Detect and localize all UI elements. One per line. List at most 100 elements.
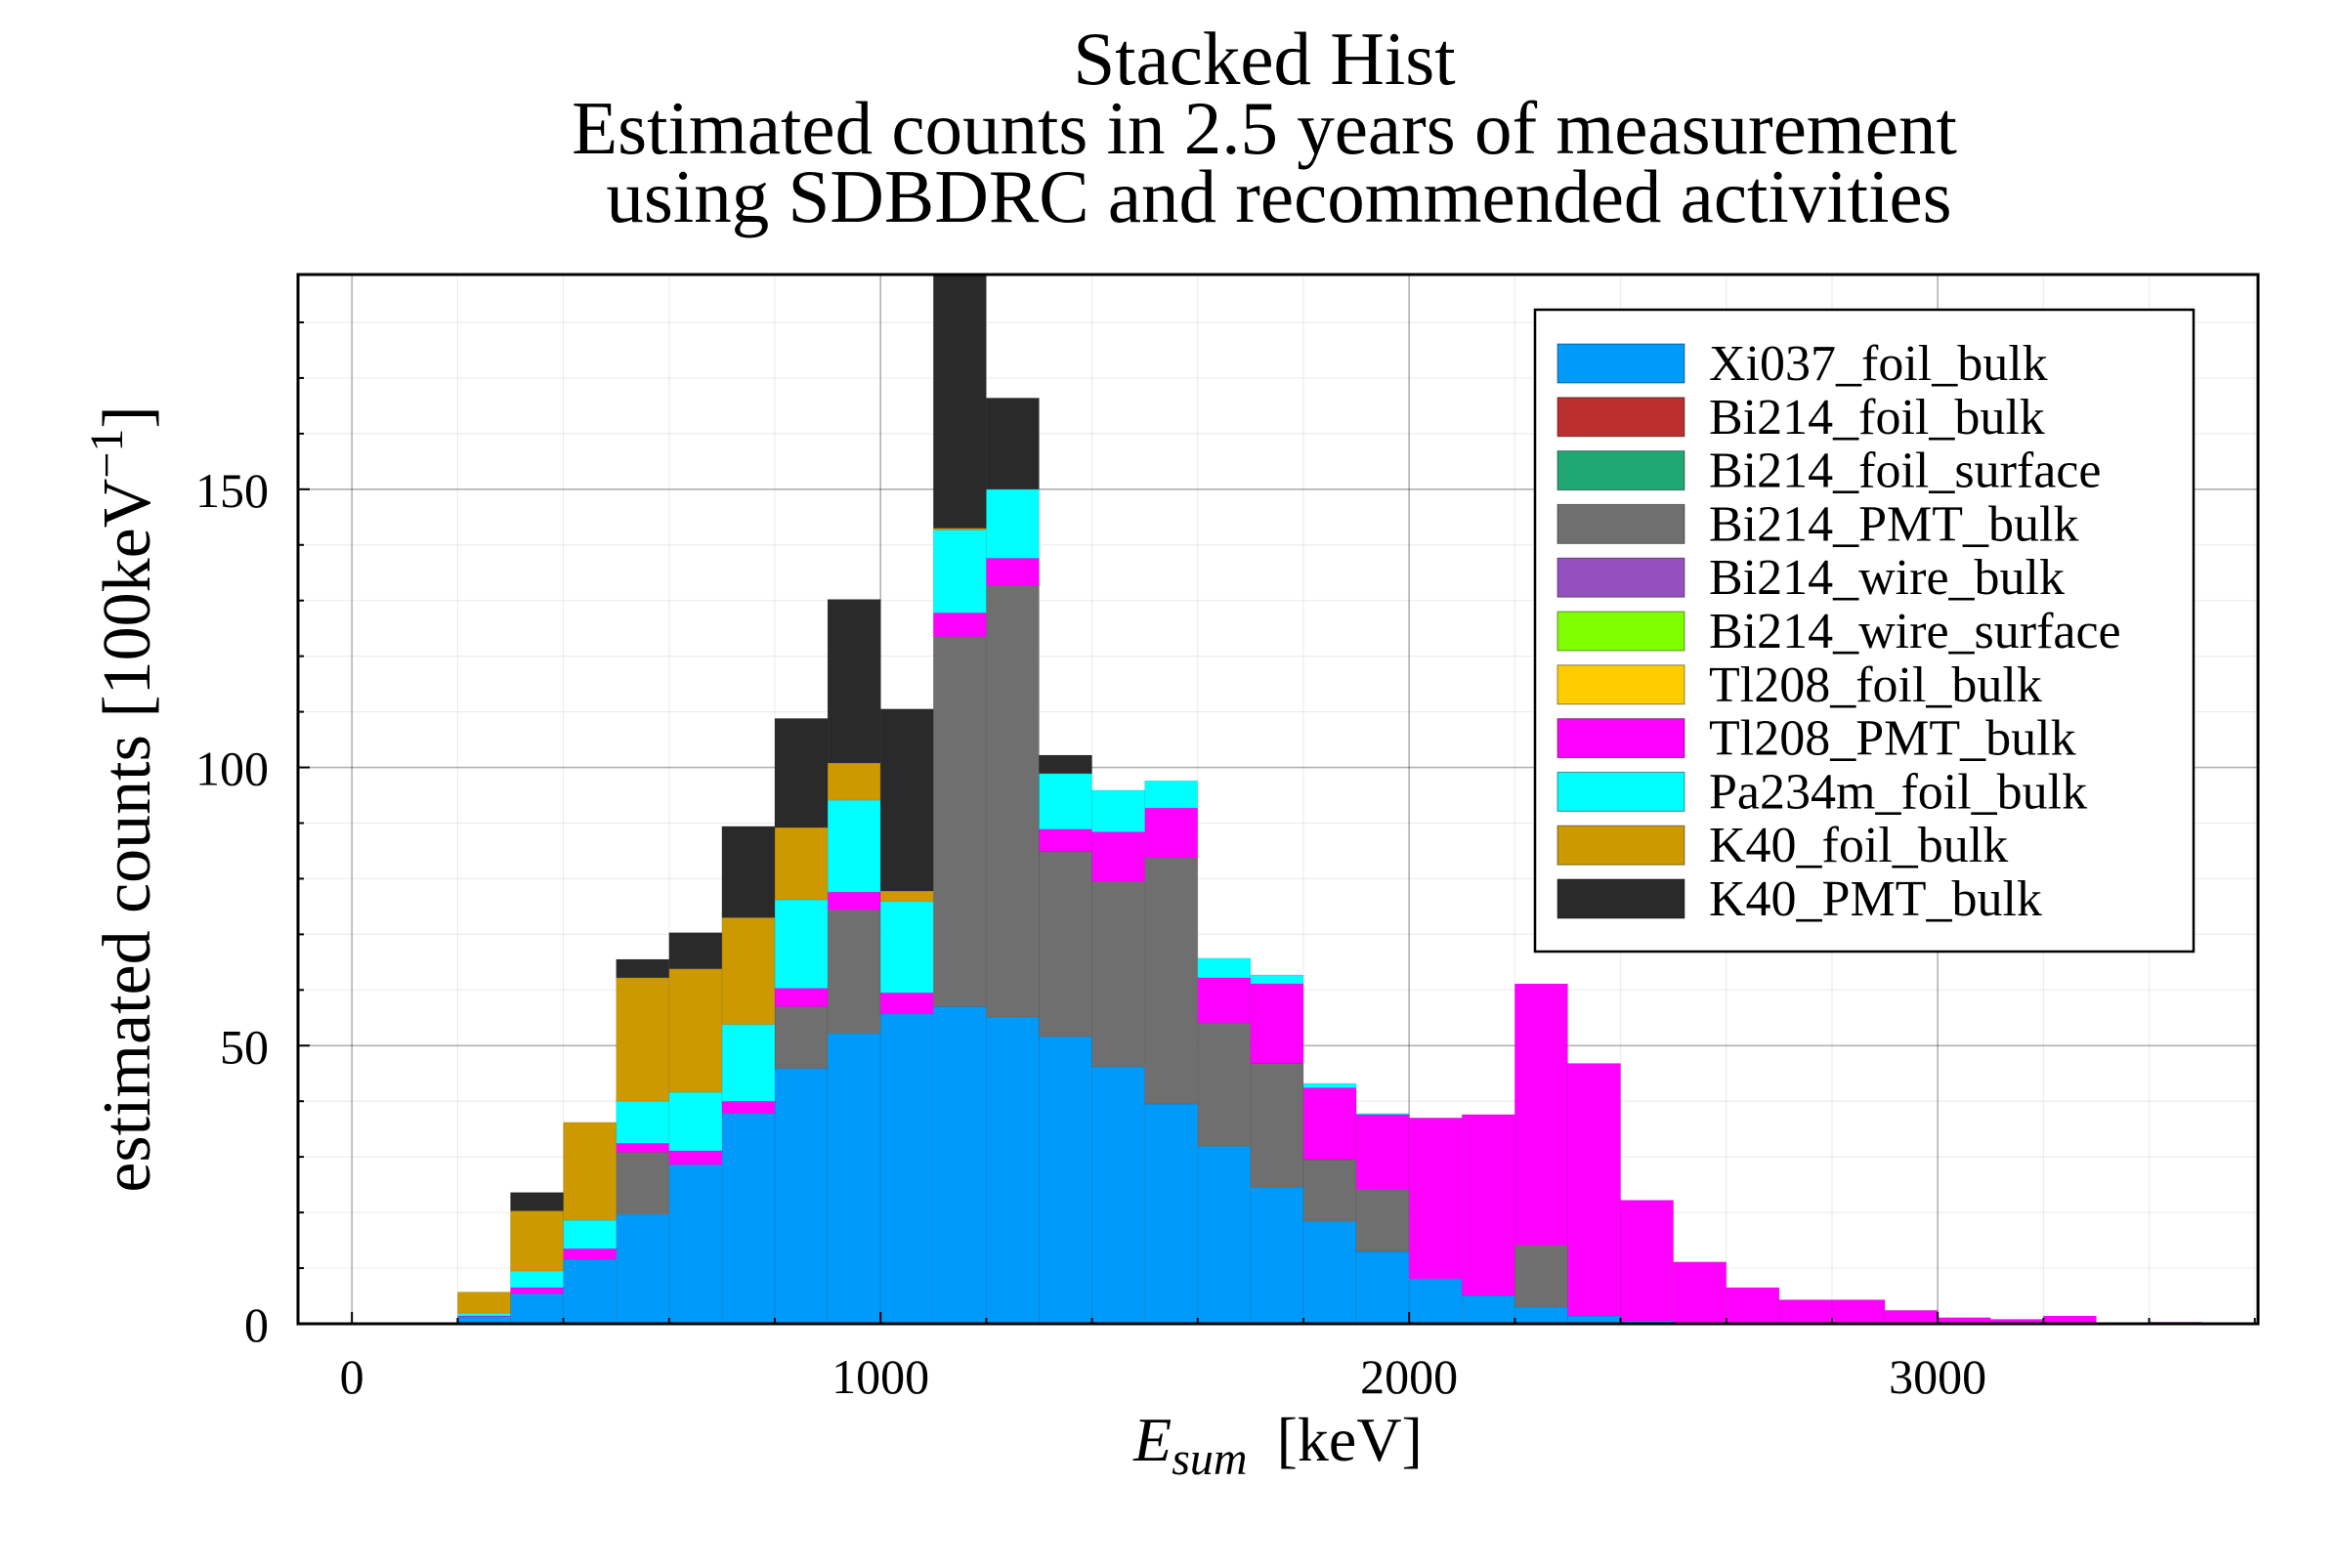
bar-Xi037_foil_bulk-2000 <box>1408 1278 1463 1324</box>
bar-Pa234m_foil_bulk-1800 <box>1302 1082 1357 1088</box>
y-tick-label: 150 <box>195 463 269 518</box>
bar-K40_foil_bulk-400 <box>563 1122 618 1221</box>
bar-Bi214_PMT_bulk-1900 <box>1355 1189 1410 1252</box>
legend-swatch <box>1556 611 1685 652</box>
legend-label: Bi214_wire_bulk <box>1709 550 2065 606</box>
chart-title-line-3: using SDBDRC and recommended activities <box>606 154 1951 238</box>
bar-Pa234m_foil_bulk-1700 <box>1250 974 1304 985</box>
bar-Bi214_PMT_bulk-1800 <box>1302 1159 1357 1222</box>
legend-entry-Bi214_foil_bulk: Bi214_foil_bulk <box>1556 390 2045 445</box>
bar-Tl208_PMT_bulk-2600 <box>1726 1287 1780 1324</box>
bar-K40_foil_bulk-200 <box>456 1292 511 1314</box>
bar-Xi037_foil_bulk-800 <box>774 1068 829 1324</box>
bar-Bi214_PMT_bulk-500 <box>616 1152 670 1215</box>
chart-title-line-1: Stacked Hist <box>1073 17 1455 101</box>
bar-Xi037_foil_bulk-1000 <box>879 1013 934 1324</box>
legend-label: Bi214_foil_bulk <box>1709 390 2045 445</box>
bar-Xi037_foil_bulk-1900 <box>1355 1250 1410 1324</box>
legend-swatch <box>1556 503 1685 544</box>
bar-K40_PMT_bulk-800 <box>774 718 829 828</box>
bar-Tl208_PMT_bulk-1500 <box>1144 807 1199 859</box>
bar-Pa234m_foil_bulk-500 <box>616 1100 670 1144</box>
bar-Pa234m_foil_bulk-1000 <box>879 901 934 994</box>
bar-Xi037_foil_bulk-1200 <box>985 1016 1040 1324</box>
bar-Pa234m_foil_bulk-1200 <box>985 488 1040 559</box>
bar-K40_foil_bulk-1000 <box>879 890 934 903</box>
plot-frame <box>296 273 2260 1326</box>
bar-Xi037_foil_bulk-1500 <box>1144 1103 1199 1324</box>
bar-Xi037_foil_bulk-1100 <box>932 1006 987 1324</box>
bar-Xi037_foil_bulk-1400 <box>1091 1066 1146 1324</box>
bar-K40_PMT_bulk-1300 <box>1039 754 1092 775</box>
x-axis-label-symbol: E <box>1132 1405 1172 1474</box>
legend-entry-Bi214_wire_bulk: Bi214_wire_bulk <box>1556 550 2065 606</box>
bar-Tl208_PMT_bulk-2100 <box>1461 1114 1515 1296</box>
bar-Pa234m_foil_bulk-1100 <box>932 529 987 614</box>
bar-Xi037_foil_bulk-600 <box>668 1164 723 1324</box>
bar-Pa234m_foil_bulk-800 <box>774 899 829 990</box>
legend: Xi037_foil_bulkBi214_foil_bulkBi214_foil… <box>1533 308 2196 954</box>
y-tick-label: 50 <box>220 1019 269 1074</box>
legend-label: Pa234m_foil_bulk <box>1709 764 2087 820</box>
bar-Pa234m_foil_bulk-1400 <box>1091 789 1146 832</box>
histogram-bars <box>456 275 2203 1324</box>
bar-K40_PMT_bulk-600 <box>668 932 723 970</box>
bar-Bi214_PMT_bulk-1200 <box>985 584 1040 1018</box>
x-axis-label-unit: [keV] <box>1277 1405 1423 1474</box>
legend-swatch <box>1556 557 1685 598</box>
bar-Tl208_PMT_bulk-500 <box>616 1143 670 1154</box>
legend-entry-Xi037_foil_bulk: Xi037_foil_bulk <box>1556 336 2048 392</box>
bar-K40_foil_bulk-800 <box>774 826 829 901</box>
legend-label: K40_PMT_bulk <box>1709 871 2042 927</box>
legend-swatch <box>1556 397 1685 438</box>
bar-K40_foil_bulk-900 <box>827 762 881 801</box>
bar-Xi037_foil_bulk-400 <box>563 1258 618 1324</box>
bar-K40_PMT_bulk-500 <box>616 958 670 979</box>
y-axis-label-text: estimated counts [100keV <box>90 479 165 1193</box>
bar-Xi037_foil_bulk-1300 <box>1039 1036 1092 1324</box>
x-axis-label: Esum [keV] <box>1132 1405 1423 1485</box>
bar-Xi037_foil_bulk-500 <box>616 1213 670 1324</box>
bar-Tl208_PMT_bulk-2800 <box>1831 1299 1886 1324</box>
bar-Xi037_foil_bulk-1600 <box>1197 1145 1252 1324</box>
bar-Bi214_PMT_bulk-800 <box>774 1006 829 1070</box>
legend-swatch <box>1556 450 1685 491</box>
bar-Tl208_PMT_bulk-300 <box>510 1287 564 1294</box>
bar-Pa234m_foil_bulk-1300 <box>1039 773 1092 830</box>
bar-Tl208_PMT_bulk-1300 <box>1039 828 1092 852</box>
x-axis-label-subscript: sum <box>1172 1433 1247 1485</box>
legend-swatch <box>1556 771 1685 812</box>
bar-Tl208_PMT_bulk-700 <box>721 1100 776 1115</box>
bar-Xi037_foil_bulk-700 <box>721 1113 776 1324</box>
bar-Pa234m_foil_bulk-900 <box>827 799 881 893</box>
bar-Xi037_foil_bulk-900 <box>827 1033 881 1324</box>
bar-Tl208_PMT_bulk-1200 <box>985 558 1040 586</box>
legend-entry-K40_PMT_bulk: K40_PMT_bulk <box>1556 871 2042 927</box>
legend-entry-Pa234m_foil_bulk: Pa234m_foil_bulk <box>1556 764 2087 820</box>
bar-Tl208_PMT_bulk-1900 <box>1355 1114 1410 1191</box>
bar-Tl208_PMT_bulk-1700 <box>1250 983 1304 1064</box>
bar-K40_PMT_bulk-1200 <box>985 398 1040 490</box>
x-tick-label: 3000 <box>1889 1349 1986 1404</box>
bar-Bi214_PMT_bulk-2200 <box>1514 1245 1568 1308</box>
bar-Tl208_PMT_bulk-2400 <box>1620 1200 1675 1322</box>
y-axis-label-close: ] <box>90 405 165 428</box>
chart-title-line-2: Estimated counts in 2.5 years of measure… <box>572 86 1957 170</box>
bar-Xi037_foil_bulk-2200 <box>1514 1306 1568 1324</box>
legend-entry-Bi214_wire_surface: Bi214_wire_surface <box>1556 604 2121 659</box>
y-axis-label: estimated counts [100keV−1] <box>81 405 165 1192</box>
bar-Bi214_PMT_bulk-1600 <box>1197 1022 1252 1147</box>
legend-swatch <box>1556 343 1685 384</box>
bar-Pa234m_foil_bulk-1600 <box>1197 957 1252 979</box>
bar-Bi214_PMT_bulk-900 <box>827 909 881 1035</box>
bar-Tl208_PMT_bulk-1000 <box>879 992 934 1015</box>
bar-Pa234m_foil_bulk-400 <box>563 1219 618 1250</box>
bar-K40_PMT_bulk-700 <box>721 826 776 918</box>
legend-swatch <box>1556 664 1685 705</box>
bar-Pa234m_foil_bulk-600 <box>668 1091 723 1152</box>
bar-Xi037_foil_bulk-1700 <box>1250 1186 1304 1324</box>
bar-Bi214_PMT_bulk-1300 <box>1039 851 1092 1038</box>
bar-Tl208_PMT_bulk-1400 <box>1091 831 1146 882</box>
